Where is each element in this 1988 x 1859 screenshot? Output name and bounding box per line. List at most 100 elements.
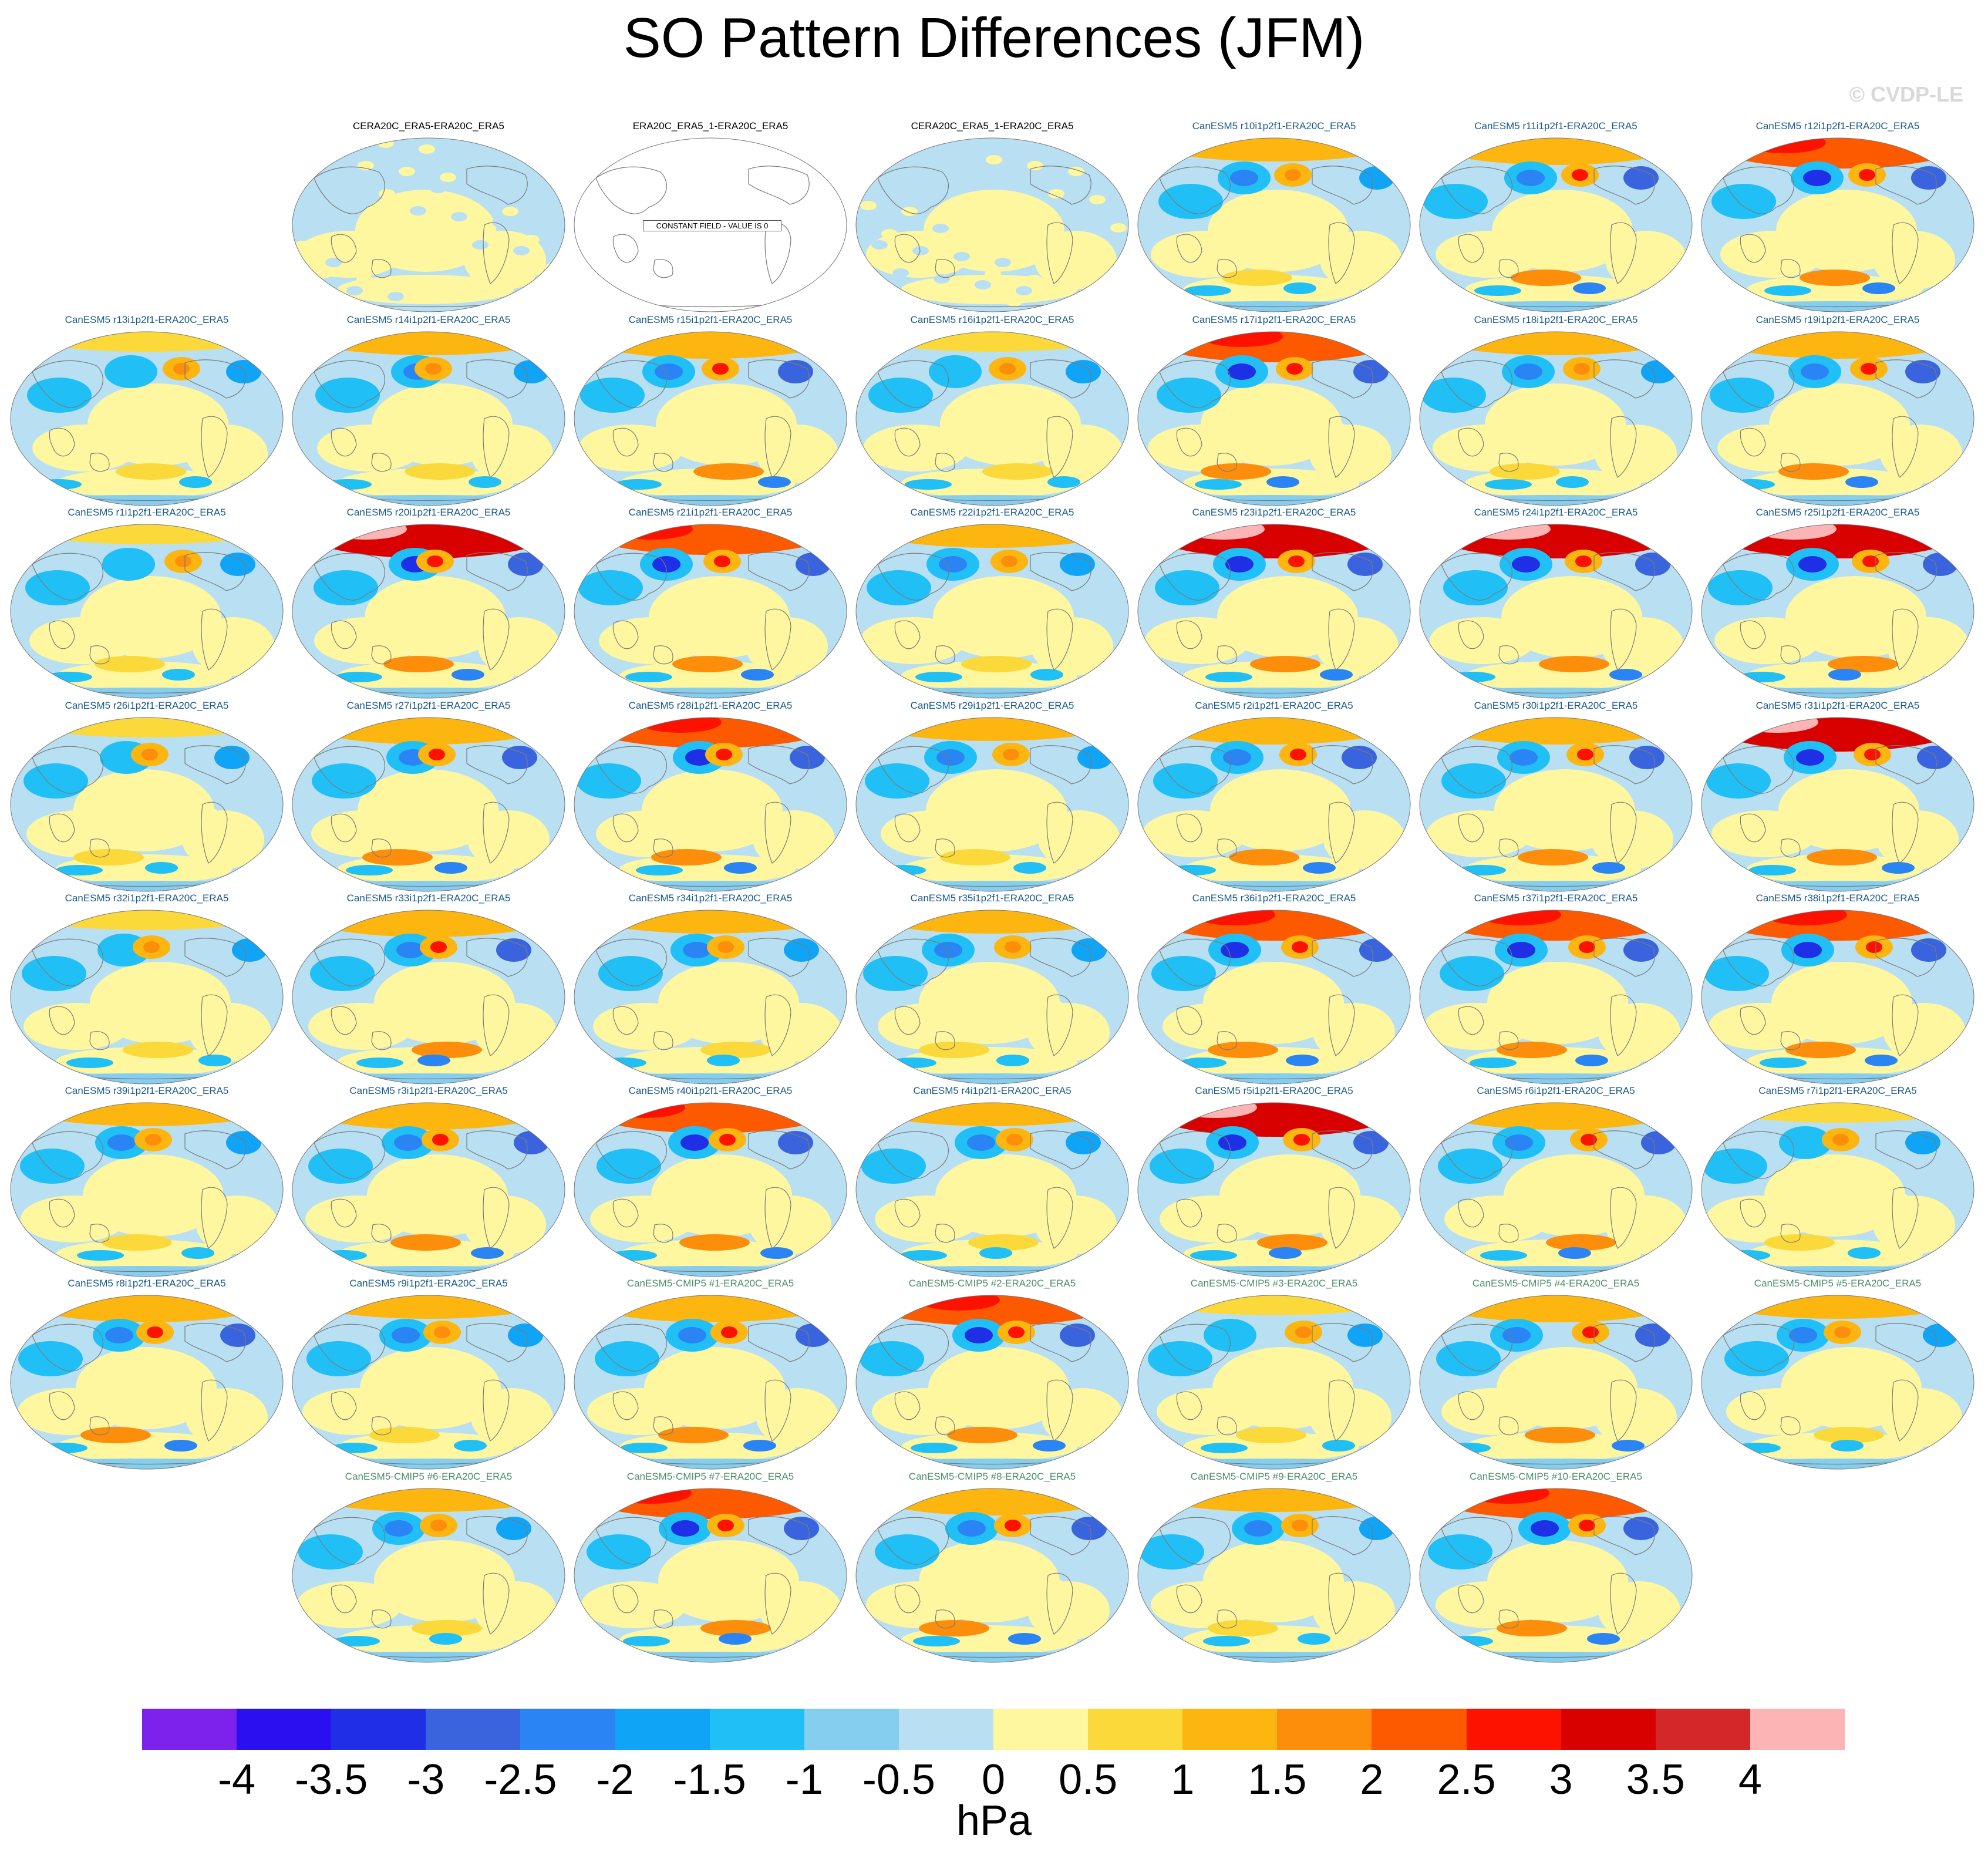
map-panel: CanESM5 r10i1p2f1-ERA20C_ERA5: [1136, 120, 1412, 314]
contour-region: [1298, 1633, 1330, 1645]
contour-region: [621, 1443, 668, 1453]
coastline: [1441, 1131, 1512, 1179]
map-outline: [1419, 717, 1693, 892]
coastline: [331, 1391, 357, 1420]
contour-region: [1230, 219, 1347, 254]
contour-region: [1072, 1517, 1107, 1540]
panel-title: CanESM5-CMIP5 #6-ERA20C_ERA5: [345, 1471, 513, 1482]
panel-title: CanESM5 r25i1p2f1-ERA20C_ERA5: [1755, 507, 1920, 518]
contour-region: [1760, 1058, 1807, 1068]
contour-speck: [419, 144, 435, 154]
contour-region: [1803, 170, 1831, 186]
contour-region: [1531, 1520, 1559, 1537]
contour-region: [1905, 1131, 1940, 1154]
coastline: [877, 938, 949, 986]
map-panel: CanESM5 r7i1p2f1-ERA20C_ERA5: [1700, 1085, 1976, 1279]
map-panel: CanESM5-CMIP5 #9-ERA20C_ERA5: [1136, 1471, 1412, 1665]
coastline: [466, 1323, 528, 1362]
coastline: [483, 994, 510, 1056]
coastline: [89, 1224, 110, 1243]
contour-region: [1421, 378, 1486, 413]
map-projection: [1419, 1488, 1693, 1663]
map-outline: [1419, 1488, 1693, 1663]
coastline: [1458, 1198, 1484, 1228]
contour-region: [1180, 1058, 1227, 1068]
contour-region: [1514, 363, 1542, 380]
contour-region: [1635, 1323, 1670, 1347]
coastline: [32, 360, 103, 408]
contour-region: [1911, 938, 1946, 962]
coastline: [201, 994, 228, 1056]
coastline: [935, 259, 955, 278]
contour-region: [103, 605, 220, 641]
map-panel: CanESM5-CMIP5 #8-ERA20C_ERA5: [854, 1471, 1130, 1665]
contour-region: [666, 1570, 784, 1605]
contour-region: [1443, 570, 1508, 605]
contour-speck: [870, 190, 887, 199]
coastline: [1740, 1006, 1766, 1035]
contour-region: [599, 1058, 646, 1068]
contour-region: [1295, 1326, 1312, 1338]
contour-region: [1572, 169, 1588, 181]
coastline: [184, 552, 246, 591]
coastline: [595, 1131, 667, 1179]
map-outline: [1701, 331, 1974, 506]
contour-region: [1701, 138, 1974, 169]
contour-region: [1579, 941, 1595, 953]
contour-region: [1138, 910, 1410, 941]
map-projection: [292, 1295, 565, 1470]
contour-region: [1525, 1427, 1595, 1443]
coastline: [1176, 1584, 1202, 1614]
contour-speck: [1089, 195, 1106, 204]
contour-region: [623, 1636, 670, 1646]
map-outline: [292, 524, 565, 699]
coastline: [1498, 259, 1519, 278]
contour-region: [1201, 332, 1283, 347]
contour-region: [1047, 476, 1080, 488]
contour-region: [1292, 941, 1308, 953]
contour-region: [1230, 1184, 1347, 1219]
contour-region: [1320, 669, 1353, 681]
contour-region: [502, 746, 537, 769]
map-outline: [1419, 1295, 1693, 1470]
coastline: [894, 620, 921, 649]
coastline: [1046, 1187, 1073, 1249]
contour-region: [1512, 1570, 1629, 1605]
contour-region: [1230, 1570, 1347, 1605]
contour-region: [1038, 810, 1120, 869]
map-outline: [1137, 1488, 1411, 1663]
map-outline: [292, 717, 565, 892]
coastline: [877, 1131, 949, 1179]
contour-region: [1420, 524, 1692, 558]
contour-region: [145, 1134, 161, 1146]
coastline: [1723, 360, 1794, 408]
map-projection: [1419, 331, 1693, 506]
coastline: [1892, 994, 1919, 1056]
contour-region: [1502, 1327, 1531, 1343]
panel-title: CanESM5 r20i1p2f1-ERA20C_ERA5: [346, 507, 511, 518]
coastline: [1593, 359, 1655, 399]
contour-region: [331, 1443, 378, 1453]
contour-region: [41, 1443, 87, 1453]
contour-region: [11, 910, 283, 930]
contour-region: [1845, 476, 1878, 488]
contour-region: [338, 661, 514, 691]
contour-region: [1060, 1323, 1095, 1347]
colorbar-swatch: [993, 1709, 1089, 1750]
contour-region: [1257, 1234, 1327, 1251]
contour-region: [1587, 1633, 1620, 1645]
contour-region: [1183, 854, 1359, 884]
coastline: [1159, 1131, 1231, 1179]
contour-region: [919, 1042, 989, 1058]
contour-region: [110, 942, 138, 958]
map-panel: CanESM5 r14i1p2f1-ERA20C_ERA5: [291, 314, 567, 508]
contour-region: [1066, 1131, 1101, 1154]
coastline: [1875, 1323, 1937, 1362]
coastline: [89, 1416, 110, 1436]
map-panel: CanESM5 r35i1p2f1-ERA20C_ERA5: [854, 893, 1130, 1086]
contour-region: [1710, 378, 1774, 413]
coastline: [466, 166, 528, 205]
contour-region: [1785, 1042, 1856, 1058]
contour-region: [1424, 1003, 1529, 1050]
contour-region: [790, 746, 825, 769]
